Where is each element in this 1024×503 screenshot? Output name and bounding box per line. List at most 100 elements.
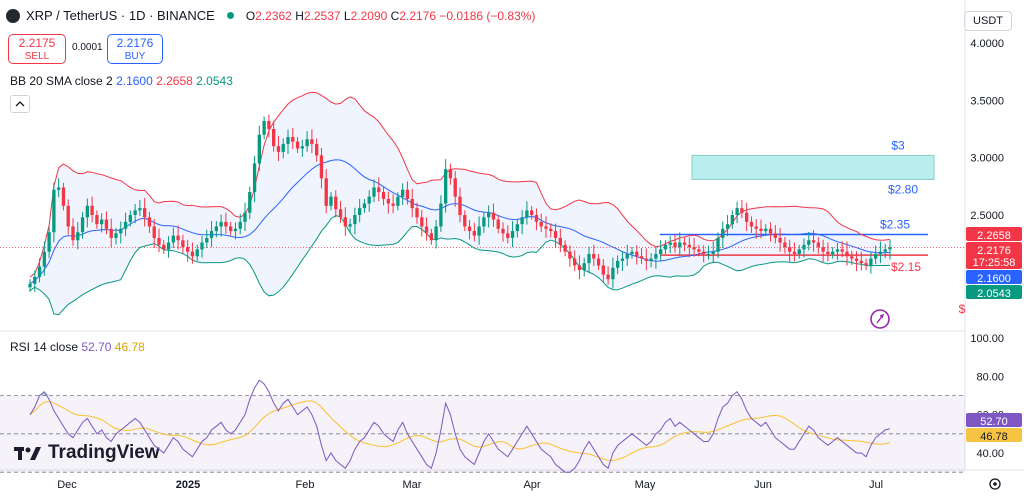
candle-body bbox=[310, 139, 314, 144]
candles bbox=[28, 114, 892, 293]
rsi-tick-label: 80.00 bbox=[976, 371, 1004, 383]
candle-body bbox=[692, 247, 696, 250]
candle-body bbox=[754, 226, 758, 229]
candle-body bbox=[644, 258, 648, 261]
candle-body bbox=[133, 210, 137, 215]
candle-body bbox=[257, 134, 261, 164]
settings-gear-icon[interactable] bbox=[989, 478, 1001, 490]
candle-body bbox=[372, 187, 376, 197]
rsi-band bbox=[0, 391, 965, 473]
target-zone bbox=[691, 154, 935, 180]
candle-body bbox=[850, 256, 854, 259]
candle-body bbox=[577, 265, 582, 271]
ohlc-readout: O2.2362 H2.2537 L2.2090 C2.2176 −0.0186 … bbox=[245, 8, 536, 23]
candle-body bbox=[864, 263, 868, 266]
candle-body bbox=[730, 215, 734, 225]
candle-body bbox=[467, 226, 472, 232]
candle-body bbox=[353, 215, 357, 225]
candle-body bbox=[687, 244, 691, 248]
candle-body bbox=[152, 226, 156, 238]
candle-body bbox=[338, 209, 343, 218]
scale-label-rsi: 52.70 bbox=[980, 416, 1008, 428]
candle-body bbox=[740, 208, 744, 213]
candle-body bbox=[878, 251, 883, 254]
zone-label-top: $3 bbox=[891, 138, 905, 152]
candle-body bbox=[673, 242, 677, 248]
candle-body bbox=[482, 217, 486, 227]
candle-body bbox=[697, 249, 701, 252]
rsi-ma-line bbox=[29, 400, 891, 461]
candle-body bbox=[668, 242, 672, 245]
scale-label-basis: 2.1600 bbox=[977, 273, 1011, 285]
buy-button[interactable]: 2.2176 BUY bbox=[107, 34, 163, 64]
candle-body bbox=[654, 253, 658, 259]
scale-label-close: 2.2176 bbox=[977, 245, 1011, 257]
candle-body bbox=[190, 251, 195, 257]
candle-body bbox=[835, 249, 840, 252]
candle-body bbox=[119, 228, 123, 234]
candle-body bbox=[525, 210, 529, 218]
candle-body bbox=[620, 258, 625, 261]
tradingview-mark-icon bbox=[14, 447, 41, 460]
candle-body bbox=[649, 258, 653, 261]
candle-body bbox=[501, 228, 505, 234]
collapse-legend-button[interactable] bbox=[10, 95, 30, 113]
candle-body bbox=[816, 242, 820, 248]
candle-body bbox=[358, 208, 362, 215]
scale-label-upper: 2.2658 bbox=[977, 230, 1011, 242]
candle-body bbox=[510, 231, 515, 238]
sell-button[interactable]: 2.2175 SELL bbox=[8, 34, 66, 64]
candle-body bbox=[391, 203, 395, 206]
price-tick-label: 2.5000 bbox=[970, 210, 1004, 222]
candle-body bbox=[248, 192, 252, 213]
candle-body bbox=[329, 196, 333, 206]
candle-body bbox=[166, 242, 171, 250]
candle-body bbox=[243, 212, 247, 222]
candle-body bbox=[415, 208, 419, 218]
time-tick-label: Jun bbox=[754, 479, 772, 491]
xrp-logo-icon bbox=[6, 8, 20, 23]
symbol-title[interactable]: XRP / TetherUS · 1D · BINANCE bbox=[26, 8, 215, 23]
candle-body bbox=[162, 244, 166, 250]
candle-body bbox=[47, 232, 51, 252]
candle-body bbox=[616, 260, 620, 268]
scale-label-lower-bg bbox=[966, 285, 1022, 299]
candle-body bbox=[635, 251, 639, 257]
rsi-lines bbox=[29, 379, 891, 473]
candle-body bbox=[100, 219, 104, 225]
candle-body bbox=[568, 251, 572, 259]
candle-body bbox=[334, 196, 338, 210]
candle-body bbox=[506, 233, 510, 238]
rsi-line bbox=[29, 379, 891, 473]
candle-body bbox=[549, 228, 553, 232]
candle-body bbox=[319, 155, 324, 179]
time-tick-label: Feb bbox=[296, 479, 315, 491]
candle-body bbox=[702, 251, 706, 254]
candle-body bbox=[214, 226, 218, 232]
replay-spark-icon[interactable] bbox=[870, 309, 890, 329]
candle-body bbox=[367, 196, 371, 204]
candle-body bbox=[458, 196, 462, 215]
candle-body bbox=[85, 205, 89, 218]
candle-body bbox=[104, 219, 109, 229]
candle-body bbox=[472, 231, 476, 236]
candle-body bbox=[854, 258, 859, 261]
candle-body bbox=[386, 198, 390, 204]
time-tick-label: Apr bbox=[523, 479, 540, 491]
candle-body bbox=[749, 221, 754, 227]
bb-legend[interactable]: BB 20 SMA close 2 2.1600 2.2658 2.0543 bbox=[10, 74, 233, 88]
annotations: $3 $2.80 $2.35 $2.15 $ bbox=[880, 138, 966, 316]
candle-body bbox=[95, 215, 99, 225]
time-tick-label: Mar bbox=[403, 479, 422, 491]
candle-body bbox=[267, 120, 271, 129]
candle-body bbox=[315, 143, 319, 156]
candle-body bbox=[735, 208, 739, 215]
candle-body bbox=[377, 187, 381, 193]
candle-body bbox=[888, 247, 892, 250]
candle-body bbox=[487, 212, 491, 218]
rsi-legend[interactable]: RSI 14 close 52.70 46.78 bbox=[10, 340, 145, 354]
candle-body bbox=[639, 256, 644, 259]
candle-body bbox=[123, 221, 128, 229]
